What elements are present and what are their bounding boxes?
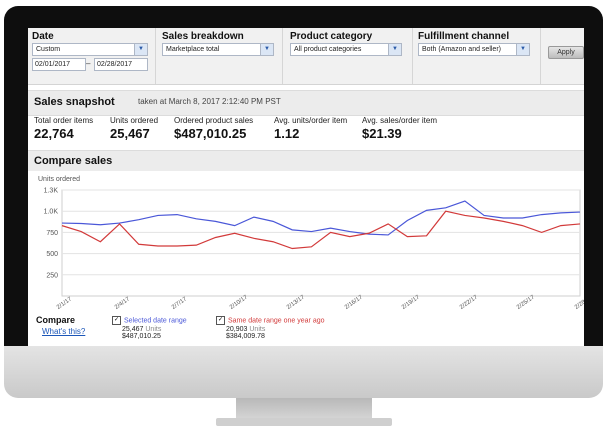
- monitor-frame: Date Custom ▼ 02/01/2017 – 02/28/2017 Sa…: [4, 6, 603, 426]
- fulfillment-label: Fulfillment channel: [418, 31, 510, 42]
- metric-value: $487,010.25: [174, 126, 247, 141]
- y-tick-label: 250: [46, 272, 58, 279]
- metric-ordered-product-sales: Ordered product sales $487,010.25: [174, 116, 253, 141]
- whats-this-link[interactable]: What's this?: [42, 327, 86, 336]
- metric-value: 1.12: [274, 126, 300, 141]
- previous-range-checkbox[interactable]: ✓: [216, 316, 225, 325]
- fulfillment-select[interactable]: Both (Amazon and seller) ▼: [418, 43, 530, 56]
- y-tick-label: 500: [46, 251, 58, 258]
- date-separator: –: [86, 59, 91, 68]
- breakdown-select[interactable]: Marketplace total ▼: [162, 43, 274, 56]
- chevron-down-icon: ▼: [134, 44, 147, 55]
- metric-units-ordered: Units ordered 25,467: [110, 116, 158, 141]
- legend-selected-units: 25,467 Units: [122, 326, 187, 333]
- y-tick-label: 1.0K: [44, 209, 59, 216]
- plot-area: [61, 189, 581, 297]
- compare-header: Compare sales: [28, 150, 584, 171]
- fulfillment-filter: Fulfillment channel Both (Amazon and sel…: [418, 31, 530, 56]
- date-range-select-value: Custom: [36, 46, 61, 53]
- snapshot-header: Sales snapshot taken at March 8, 2017 2:…: [28, 90, 584, 116]
- metric-avg-sales: Avg. sales/order item $21.39: [362, 116, 437, 141]
- chevron-down-icon: ▼: [260, 44, 273, 55]
- divider: [155, 28, 156, 84]
- date-range-select[interactable]: Custom ▼: [32, 43, 148, 56]
- apply-button[interactable]: Apply: [548, 46, 584, 59]
- metric-value: 25,467: [110, 126, 150, 141]
- series-line-previous: [61, 210, 581, 250]
- date-filter: Date Custom ▼: [32, 31, 148, 56]
- legend-previous: ✓ Same date range one year ago 20,903 Uni…: [216, 316, 325, 340]
- selected-units-value: 25,467: [122, 326, 144, 333]
- y-axis-title: Units ordered: [38, 176, 81, 183]
- category-label: Product category: [290, 31, 373, 42]
- snapshot-title: Sales snapshot: [34, 96, 115, 108]
- breakdown-filter: Sales breakdown Marketplace total ▼: [162, 31, 274, 56]
- end-date-input[interactable]: 02/28/2017: [94, 58, 148, 71]
- filters-bar: Date Custom ▼ 02/01/2017 – 02/28/2017 Sa…: [28, 28, 584, 85]
- metric-label: Avg. units/order item: [274, 116, 348, 125]
- category-select-value: All product categories: [294, 46, 362, 53]
- date-filter-label: Date: [32, 31, 54, 42]
- divider: [412, 28, 413, 84]
- compare-label: Compare: [36, 315, 76, 325]
- y-tick-label: 750: [46, 230, 58, 237]
- previous-sales-value: $384,009.78: [226, 333, 265, 340]
- monitor-foot: [216, 418, 392, 426]
- chevron-down-icon: ▼: [516, 44, 529, 55]
- previous-units-value: 20,903: [226, 326, 248, 333]
- legend-selected: ✓ Selected date range 25,467 Units $487,0…: [112, 316, 187, 340]
- previous-units-label: Units: [249, 326, 266, 333]
- sales-line-chart: 250 500 750 1.0K 1.3K: [44, 188, 581, 297]
- compare-title: Compare sales: [34, 155, 113, 167]
- breakdown-label: Sales breakdown: [162, 31, 244, 42]
- metric-total-order-items: Total order items 22,764: [34, 116, 93, 141]
- metric-label: Avg. sales/order item: [362, 116, 437, 125]
- breakdown-select-value: Marketplace total: [166, 46, 220, 53]
- metric-value: 22,764: [34, 126, 74, 141]
- selected-range-checkbox[interactable]: ✓: [112, 316, 121, 325]
- metric-avg-units: Avg. units/order item 1.12: [274, 116, 347, 141]
- selected-units-label: Units: [145, 326, 162, 333]
- series-line-selected: [61, 200, 581, 236]
- divider: [540, 28, 541, 84]
- metric-label: Ordered product sales: [174, 116, 254, 125]
- legend-selected-label: Selected date range: [124, 317, 187, 325]
- category-filter: Product category All product categories …: [290, 31, 402, 56]
- divider: [282, 28, 283, 84]
- chevron-down-icon: ▼: [388, 44, 401, 55]
- legend-previous-label: Same date range one year ago: [228, 317, 325, 325]
- snapshot-timestamp: taken at March 8, 2017 2:12:40 PM PST: [138, 97, 281, 106]
- y-tick-label: 1.3K: [44, 188, 59, 195]
- metric-value: $21.39: [362, 126, 402, 141]
- start-date-input[interactable]: 02/01/2017: [32, 58, 86, 71]
- legend-previous-units: 20,903 Units: [226, 326, 325, 333]
- metric-label: Units ordered: [110, 116, 159, 125]
- fulfillment-select-value: Both (Amazon and seller): [422, 46, 501, 53]
- monitor-chin: [4, 346, 603, 398]
- selected-sales-value: $487,010.25: [122, 333, 161, 340]
- category-select[interactable]: All product categories ▼: [290, 43, 402, 56]
- screen: Date Custom ▼ 02/01/2017 – 02/28/2017 Sa…: [28, 28, 584, 346]
- metric-label: Total order items: [34, 116, 94, 125]
